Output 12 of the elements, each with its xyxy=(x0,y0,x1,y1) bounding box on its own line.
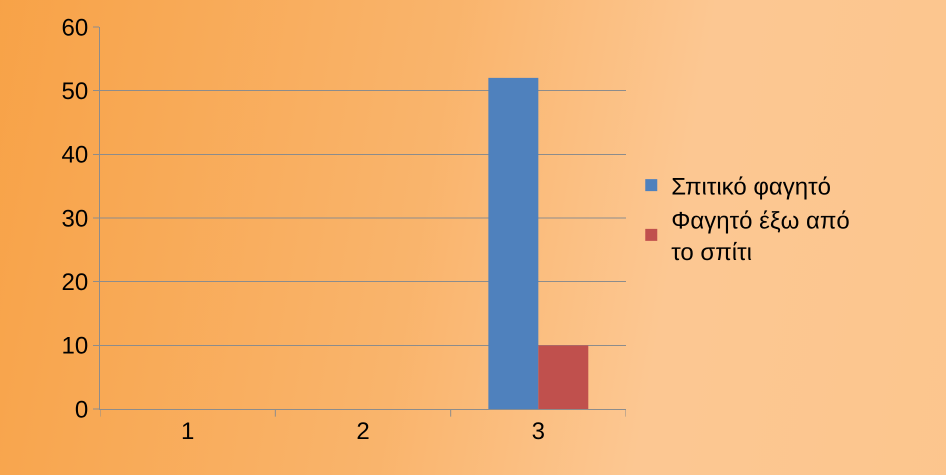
y-tick-label: 40 xyxy=(61,142,88,169)
x-tick-label: 2 xyxy=(356,418,370,445)
y-tick-label: 20 xyxy=(61,269,88,296)
x-tick-label: 3 xyxy=(532,418,546,445)
x-tick-label: 1 xyxy=(180,418,194,445)
y-tick-label: 60 xyxy=(61,14,88,42)
y-tick-label: 30 xyxy=(61,205,88,232)
y-tick-label: 50 xyxy=(61,78,88,106)
legend-label: Σπιτικό φαγητό xyxy=(671,173,831,200)
legend-label: Φαγητό έξω από το σπίτι xyxy=(671,208,850,266)
y-tick-label: 0 xyxy=(74,396,88,424)
y-tick-label: 10 xyxy=(61,332,88,360)
